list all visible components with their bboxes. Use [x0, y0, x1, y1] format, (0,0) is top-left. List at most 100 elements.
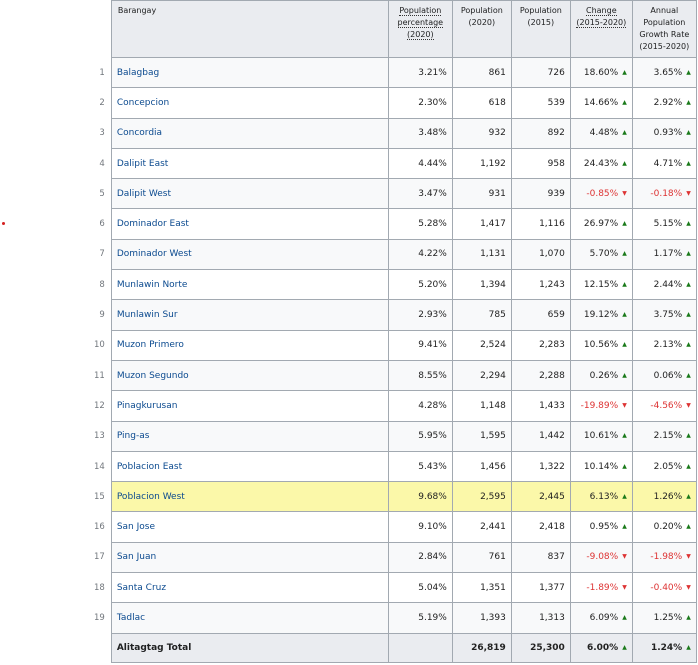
- barangay-link[interactable]: Poblacion East: [110, 450, 389, 483]
- table-row: 8 Munlawin Norte 5.20% 1,394 1,243 12.15% ▲ 2.4…: [89, 269, 697, 301]
- row-index: 19: [89, 602, 112, 634]
- population-percentage: 5.43%: [387, 450, 453, 483]
- barangay-link[interactable]: Muzon Primero: [110, 329, 389, 361]
- barangay-link[interactable]: Ping-as: [110, 420, 389, 452]
- triangle-up-icon: ▲: [686, 159, 691, 167]
- triangle-up-icon: ▲: [622, 523, 627, 531]
- population-2015: 2,445: [510, 481, 571, 513]
- population-percentage: 2.30%: [387, 87, 453, 119]
- barangay-link[interactable]: Munlawin Sur: [110, 299, 389, 331]
- barangay-link[interactable]: San Jose: [110, 511, 389, 543]
- annual-growth-rate-value: 3.65%: [653, 67, 683, 78]
- col-header-pct-label[interactable]: Population percentage (2020): [397, 6, 444, 40]
- barangay-link[interactable]: Balagbag: [110, 56, 389, 89]
- table-row: 3 Concordia 3.48% 932 892 4.48% ▲ 0.93% ▲: [89, 117, 697, 149]
- change-2015-2020-value: 12.15%: [583, 279, 619, 290]
- annual-growth-rate: -4.56% ▼: [631, 390, 697, 422]
- row-index: 3: [89, 118, 112, 149]
- change-2015-2020-value: 19.12%: [583, 310, 619, 321]
- barangay-link[interactable]: Concordia: [110, 117, 389, 149]
- annual-growth-rate-value: 1.17%: [653, 249, 683, 260]
- barangay-link[interactable]: San Juan: [110, 541, 389, 574]
- population-percentage: 3.21%: [387, 56, 453, 89]
- population-percentage: 4.44%: [387, 147, 453, 180]
- triangle-down-icon: ▼: [686, 583, 691, 591]
- col-header-pop2020[interactable]: Population (2020): [451, 0, 512, 58]
- barangay-link[interactable]: Muzon Segundo: [110, 359, 389, 392]
- triangle-up-icon: ▲: [622, 643, 627, 651]
- col-header-change[interactable]: Change (2015‑2020): [569, 0, 633, 58]
- col-header-pct[interactable]: Population percentage (2020): [387, 0, 453, 58]
- triangle-up-icon: ▲: [686, 250, 691, 258]
- change-2015-2020: 14.66% ▲: [569, 87, 633, 119]
- annual-growth-rate: 5.15% ▲: [631, 208, 697, 240]
- table-row: 15 Poblacion West 9.68% 2,595 2,445 6.13% ▲ 1.2…: [89, 481, 697, 513]
- change-2015-2020: 6.13% ▲: [569, 481, 633, 513]
- annual-growth-rate: 0.20% ▲: [631, 511, 697, 543]
- triangle-up-icon: ▲: [686, 129, 691, 137]
- population-2015: 1,442: [510, 420, 571, 452]
- change-2015-2020: -1.89% ▼: [569, 572, 633, 604]
- annual-growth-rate-value: -0.18%: [650, 188, 683, 199]
- population-percentage: 5.95%: [387, 420, 453, 452]
- barangay-link[interactable]: Santa Cruz: [110, 572, 389, 604]
- change-2015-2020: 19.12% ▲: [569, 299, 633, 331]
- row-index: 12: [89, 390, 112, 422]
- table-row: 14 Poblacion East 5.43% 1,456 1,322 10.14% ▲ 2.…: [89, 450, 697, 483]
- barangay-link[interactable]: Pinagkurusan: [110, 390, 389, 422]
- triangle-up-icon: ▲: [622, 159, 627, 167]
- barangay-link[interactable]: Dalipit East: [110, 147, 389, 180]
- triangle-up-icon: ▲: [622, 68, 627, 76]
- barangay-link[interactable]: Munlawin Norte: [110, 269, 389, 301]
- annual-growth-rate: 3.65% ▲: [631, 56, 697, 89]
- table-row: 4 Dalipit East 4.44% 1,192 958 24.43% ▲ 4.71% ▲: [89, 147, 697, 180]
- col-header-pop2015[interactable]: Population (2015): [510, 0, 571, 58]
- triangle-down-icon: ▼: [686, 401, 691, 409]
- change-2015-2020-value: 4.48%: [589, 128, 619, 139]
- triangle-down-icon: ▼: [622, 583, 627, 591]
- change-2015-2020-value: 24.43%: [583, 158, 619, 169]
- total-pop2015: 25,300: [510, 632, 571, 663]
- population-2020: 1,393: [451, 602, 512, 634]
- total-pct: [387, 632, 453, 663]
- triangle-up-icon: ▲: [686, 643, 691, 651]
- triangle-up-icon: ▲: [622, 129, 627, 137]
- barangay-link[interactable]: Dalipit West: [110, 178, 389, 210]
- population-2015: 939: [510, 178, 571, 210]
- total-change-value: 6.00%: [586, 642, 619, 653]
- col-header-growth[interactable]: Annual Population Growth Rate (2015‑2020…: [631, 0, 697, 58]
- row-index: 8: [89, 269, 112, 300]
- col-header-change-label[interactable]: Change (2015‑2020): [576, 6, 627, 28]
- population-2015: 726: [510, 56, 571, 89]
- table-row: 10 Muzon Primero 9.41% 2,524 2,283 10.56% ▲ 2.1…: [89, 329, 697, 361]
- triangle-down-icon: ▼: [686, 553, 691, 561]
- population-percentage: 5.04%: [387, 572, 453, 604]
- annual-growth-rate-value: 0.20%: [653, 522, 683, 533]
- row-index: 1: [89, 57, 112, 88]
- table-row: 17 San Juan 2.84% 761 837 -9.08% ▼ -1.98% ▼: [89, 541, 697, 574]
- annual-growth-rate: 3.75% ▲: [631, 299, 697, 331]
- barangay-link[interactable]: Dominador East: [110, 208, 389, 240]
- change-2015-2020: 10.14% ▲: [569, 450, 633, 483]
- row-index: 17: [89, 542, 112, 573]
- triangle-up-icon: ▲: [686, 280, 691, 288]
- barangay-link[interactable]: Poblacion West: [110, 481, 389, 513]
- triangle-up-icon: ▲: [686, 492, 691, 500]
- population-percentage: 4.28%: [387, 390, 453, 422]
- triangle-down-icon: ▼: [622, 401, 627, 409]
- barangay-link[interactable]: Dominador West: [110, 238, 389, 271]
- row-index: 13: [89, 421, 112, 452]
- annual-growth-rate-value: -0.40%: [650, 582, 683, 593]
- population-percentage: 2.84%: [387, 541, 453, 574]
- triangle-up-icon: ▲: [622, 613, 627, 621]
- annual-growth-rate-value: 3.75%: [653, 310, 683, 321]
- change-2015-2020: 18.60% ▲: [569, 56, 633, 89]
- annual-growth-rate-value: 0.93%: [653, 128, 683, 139]
- population-2015: 1,377: [510, 572, 571, 604]
- barangay-link[interactable]: Concepcion: [110, 87, 389, 119]
- barangay-link[interactable]: Tadlac: [110, 602, 389, 634]
- col-header-barangay[interactable]: Barangay: [110, 0, 389, 58]
- change-2015-2020-value: -9.08%: [586, 552, 619, 563]
- row-index: 14: [89, 451, 112, 482]
- population-2015: 1,243: [510, 269, 571, 301]
